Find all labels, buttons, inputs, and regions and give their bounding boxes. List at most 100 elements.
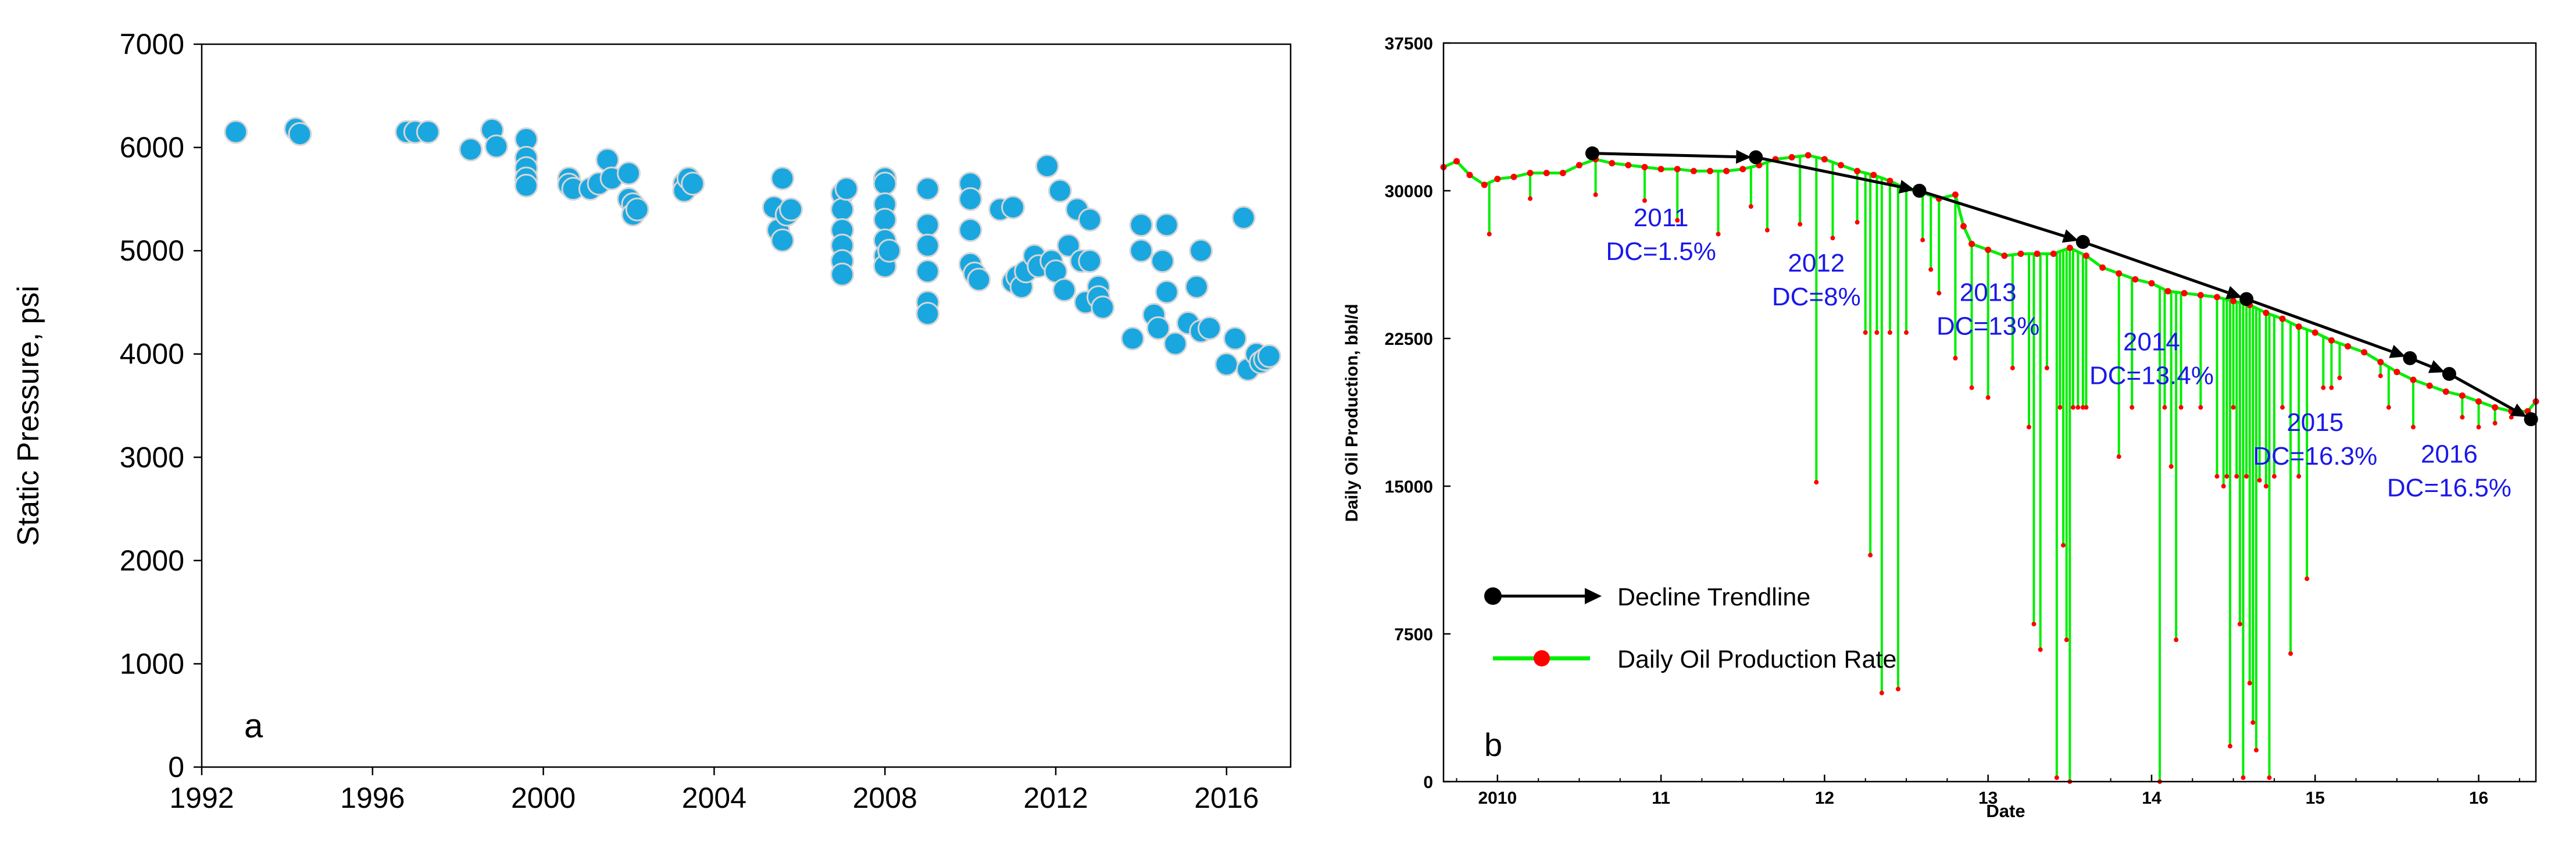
production-point	[1494, 176, 1501, 183]
production-point	[1466, 172, 1473, 179]
x-tick-label-a: 2016	[1194, 782, 1259, 814]
scatter-point	[1257, 344, 1281, 368]
scatter-point	[617, 161, 641, 186]
plot-frame-a	[201, 43, 1292, 768]
legend-label-production: Daily Oil Production Rate	[1617, 646, 1896, 673]
x-axis-ticks-a: 1992 1996 2000 2004 2008 2012 2016	[169, 767, 1259, 814]
production-dip-point	[2231, 405, 2236, 410]
scatter-point	[1120, 326, 1145, 351]
annotation-decline: DC=1.5%	[1606, 237, 1716, 266]
production-point	[1870, 172, 1877, 179]
scatter-point	[1091, 295, 1115, 320]
scatter-point	[916, 259, 940, 284]
y-tick-label-b: 22500	[1385, 330, 1433, 349]
production-dip-point	[1716, 231, 1721, 237]
production-dip-point	[1895, 686, 1900, 691]
production-dip-point	[2038, 647, 2043, 653]
annotation-decline: DC=13.4%	[2089, 361, 2214, 390]
trendline-point	[1749, 150, 1763, 165]
production-dip-point	[1675, 218, 1680, 223]
x-tick-label-b: 12	[1815, 789, 1834, 808]
panel-label-b: b	[1484, 726, 1502, 763]
production-point	[2279, 315, 2286, 322]
scatter-point	[484, 134, 509, 159]
legend-item-daily-oil-production: Daily Oil Production Rate	[1493, 646, 1896, 673]
scatter-point	[1214, 352, 1239, 376]
scatter-point	[224, 120, 248, 144]
x-tick-label-b: 16	[2469, 789, 2488, 808]
production-dip-point	[2070, 405, 2075, 410]
production-dip-point	[1748, 204, 1753, 209]
scatter-point	[958, 187, 982, 211]
y-tick-label-a: 1000	[120, 647, 184, 680]
x-tick-label-b: 2010	[1478, 789, 1517, 808]
production-dip-point	[2244, 474, 2249, 479]
production-point	[1641, 163, 1648, 170]
production-point	[2410, 376, 2417, 383]
legend-label-trendline: Decline Trendline	[1617, 583, 1810, 611]
legend-b: Decline Trendline Daily Oil Production R…	[1484, 583, 1896, 673]
scatter-point	[1151, 249, 1175, 273]
production-point	[2066, 244, 2073, 251]
production-dip-point	[2280, 405, 2285, 410]
scatter-point	[1129, 238, 1153, 263]
trendline-point	[2075, 235, 2090, 249]
annotation-decline: DC=16.5%	[2387, 473, 2511, 502]
x-tick-label-b: 11	[1652, 789, 1670, 808]
chart-panel-a: Static Pressure, psi 0 1000 2000 3000 4000 50…	[12, 28, 1292, 814]
scatter-point	[916, 213, 940, 237]
production-point	[1527, 170, 1534, 177]
trendline-segment	[1755, 155, 1900, 188]
production-dip-point	[1830, 236, 1835, 241]
production-dips-b	[1487, 156, 2514, 784]
scatter-point	[1129, 213, 1153, 237]
production-point	[1625, 162, 1632, 169]
production-dip-point	[2198, 405, 2203, 410]
scatter-point	[916, 301, 940, 326]
production-dip-point	[1928, 267, 1934, 272]
scatter-point	[459, 137, 483, 162]
scatter-point	[1189, 238, 1213, 263]
x-tick-label-a: 2000	[511, 782, 576, 814]
production-point	[1723, 167, 1730, 174]
production-dip-point	[1487, 231, 1492, 237]
x-tick-label-b: 14	[2142, 789, 2161, 808]
production-dip-point	[2227, 744, 2232, 749]
scatter-point	[873, 208, 897, 232]
scatter-point	[916, 177, 940, 201]
y-axis-title-b: Daily Oil Production, bbl/d	[1342, 304, 1362, 522]
y-tick-label-b: 37500	[1385, 34, 1433, 54]
production-dip-point	[2221, 484, 2226, 489]
production-point	[2148, 280, 2155, 287]
production-dip-point	[1937, 291, 1942, 296]
y-axis-ticks-a: 0 1000 2000 3000 4000 5000 6000 7000	[120, 28, 202, 783]
trendline-point	[2524, 412, 2538, 426]
chart-panel-b: Daily Oil Production, bbl/d Date 0 7500 15…	[1342, 34, 2539, 821]
trendline-point	[1585, 146, 1599, 161]
scatter-point	[288, 122, 312, 146]
production-dip-point	[1863, 330, 1868, 335]
trendline-arrowhead	[2428, 360, 2445, 373]
production-dip-point	[2178, 405, 2184, 410]
scatter-point	[967, 268, 991, 292]
x-tick-label-a: 2012	[1023, 782, 1088, 814]
production-point	[2197, 291, 2204, 298]
production-dip-point	[1814, 480, 1819, 485]
scatter-point	[1231, 205, 1256, 230]
production-point	[2311, 329, 2318, 336]
production-point	[2442, 388, 2449, 395]
y-tick-label-b: 30000	[1385, 182, 1433, 201]
annotation-year: 2014	[2123, 327, 2180, 356]
production-dip-point	[1874, 330, 1880, 335]
production-dip-point	[2168, 464, 2174, 469]
annotation-year: 2012	[1788, 249, 1845, 277]
production-dip-point	[2174, 637, 2179, 643]
trendline-segment	[2448, 372, 2515, 411]
production-point	[1674, 166, 1681, 173]
production-dip-point	[1904, 330, 1909, 335]
production-point	[2213, 294, 2220, 301]
x-tick-label-b: 15	[2306, 789, 2325, 808]
production-point	[2426, 382, 2433, 389]
scatter-point	[916, 233, 940, 258]
